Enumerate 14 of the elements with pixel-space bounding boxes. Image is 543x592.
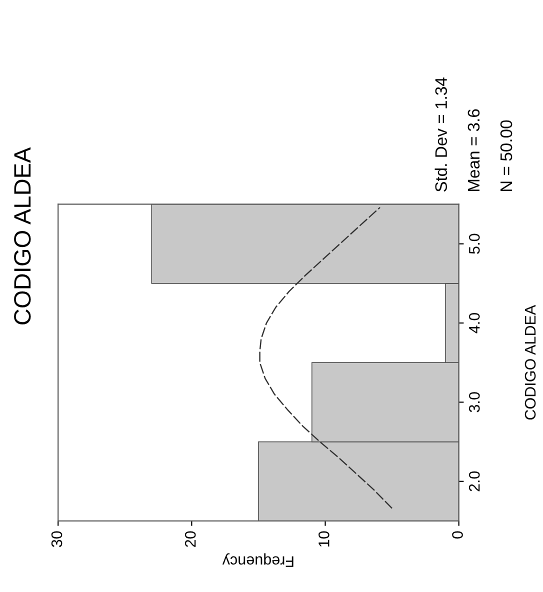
x-tick-label: 30	[51, 531, 62, 548]
y-axis-title: CODIGO ALDEA	[524, 304, 536, 420]
x-axis-title: Frequency	[222, 553, 294, 567]
x-tick-label: 0	[452, 531, 463, 539]
text: N = 50.00	[500, 120, 512, 192]
text: Mean = 3.6	[468, 109, 480, 192]
y-tick-label: 5.0	[468, 234, 480, 254]
y-tick-label: 3.0	[468, 392, 480, 412]
x-tick-label: 10	[318, 531, 330, 547]
text: CODIGO ALDEA	[14, 147, 31, 324]
y-tick-label: 4.0	[468, 312, 480, 334]
y-tick-label: 2.0	[468, 471, 480, 492]
x-tick-label: 20	[184, 531, 196, 547]
text: Std. Dev = 1.34	[434, 78, 448, 192]
